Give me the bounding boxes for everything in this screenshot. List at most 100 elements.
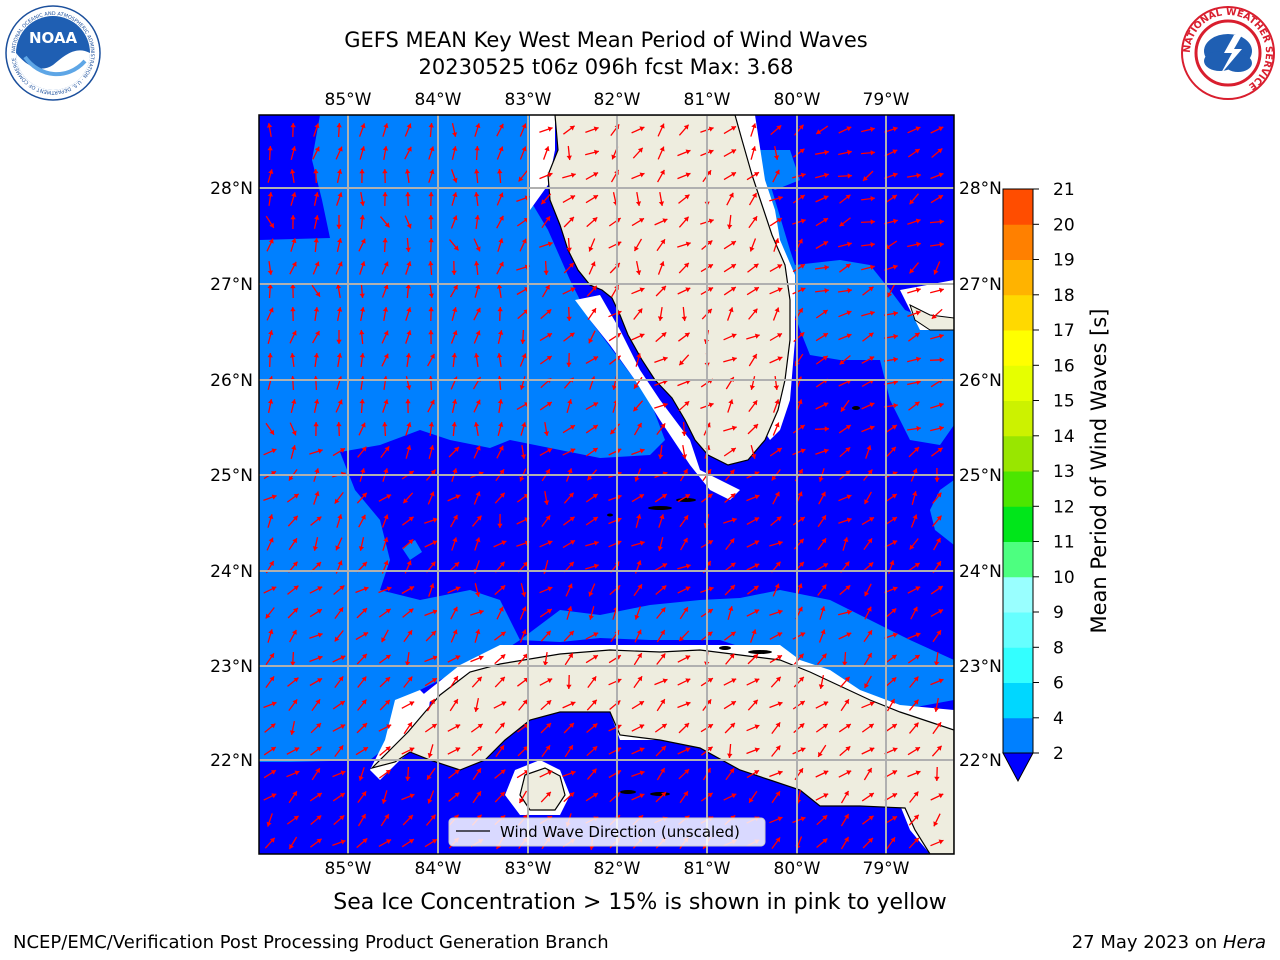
wind-arrow-head: [267, 270, 273, 275]
wind-arrow-head: [337, 261, 343, 267]
wind-arrow-head: [893, 403, 898, 409]
wind-arrow-head: [892, 172, 898, 178]
wind-arrow-head: [452, 399, 458, 404]
wind-arrow-head: [592, 494, 598, 499]
wind-arrow-head: [499, 561, 505, 567]
wind-arrow-head: [360, 468, 366, 473]
wind-arrow-head: [429, 399, 435, 405]
wind-arrow-head: [754, 494, 760, 500]
graticule: [259, 115, 954, 854]
wind-arrow-head: [359, 307, 366, 312]
wind-arrow-head: [291, 399, 297, 404]
wind-arrow-head: [500, 585, 506, 591]
wind-arrow-head: [660, 169, 665, 175]
wind-arrow-head: [338, 676, 344, 682]
wind-arrow-head: [521, 238, 527, 244]
wind-arrow-head: [706, 469, 712, 475]
wind-arrow-head: [335, 545, 341, 551]
wind-arrow-head: [916, 379, 921, 385]
wind-arrow-head: [936, 745, 942, 751]
wave-period-2-4-region-gulf: [259, 115, 665, 762]
wind-arrow-head: [546, 356, 552, 361]
wind-arrow-head: [547, 172, 553, 178]
wind-arrow-head: [405, 661, 411, 666]
wind-arrow-head: [754, 333, 760, 339]
wind-arrow-head: [816, 129, 822, 134]
wind-arrow-head: [498, 238, 504, 244]
wind-arrow-head: [892, 816, 897, 821]
wind-arrow-head: [383, 514, 389, 520]
colorbar-tick-label: 11: [1053, 533, 1075, 553]
wind-arrow-head: [823, 218, 828, 223]
wind-arrow-head: [383, 468, 389, 474]
wind-arrow-head: [317, 448, 323, 454]
wind-arrow-head: [409, 701, 415, 707]
wind-arrow-head: [499, 492, 505, 498]
wind-arrow-head: [753, 263, 759, 269]
wind-arrow-head: [864, 499, 869, 505]
wind-arrow-head: [915, 310, 921, 316]
wind-arrow-head: [520, 339, 526, 344]
lat-label: 25°N: [210, 466, 253, 486]
wind-arrow-head: [386, 724, 392, 730]
wind-arrow-head: [317, 678, 323, 683]
no-data-florida-west: [530, 115, 555, 210]
wind-arrow-head: [684, 401, 690, 407]
wind-arrow-head: [269, 429, 274, 435]
wind-arrow-head: [271, 494, 277, 500]
wind-arrow-head: [567, 606, 573, 612]
wind-arrow-head: [570, 195, 576, 200]
wind-arrow-head: [316, 516, 322, 522]
wind-arrow-head: [519, 385, 525, 390]
wind-arrow-head: [407, 722, 412, 728]
wind-arrow-head: [292, 538, 297, 544]
wind-arrow-head: [588, 338, 594, 344]
wind-arrow-head: [685, 655, 691, 661]
wind-arrow-head: [798, 768, 803, 774]
wind-arrow-head: [431, 678, 437, 683]
wind-arrow-head: [867, 469, 873, 475]
wind-arrow-head: [661, 723, 667, 729]
wind-arrow-head: [683, 216, 689, 222]
wind-arrow-head: [798, 469, 803, 474]
wind-arrow-head: [777, 264, 783, 269]
lat-label: 24°N: [959, 562, 1002, 582]
wind-arrow-head: [685, 241, 691, 247]
wind-arrow-head: [385, 700, 390, 705]
wind-arrow-head: [820, 491, 826, 497]
wind-arrow-head: [774, 422, 780, 428]
wind-arrow-head: [316, 609, 322, 614]
wind-arrow-head: [610, 429, 616, 435]
wind-arrow-head: [382, 192, 388, 197]
wind-arrow-head: [499, 722, 505, 728]
wind-arrow-head: [499, 215, 504, 221]
wind-arrow-head: [823, 195, 829, 201]
wind-arrow-head: [593, 563, 599, 569]
wind-arrow-head: [405, 776, 411, 781]
wind-arrow-head: [754, 172, 759, 177]
wind-arrow-head: [269, 561, 274, 566]
wind-arrow-head: [777, 701, 783, 707]
wind-arrow-head: [915, 632, 921, 638]
wind-arrow-head: [316, 723, 321, 728]
wind-arrow-head: [913, 699, 919, 705]
wind-arrow-head: [290, 353, 296, 358]
wind-arrow-head: [685, 563, 691, 569]
wind-arrow-head: [361, 791, 367, 797]
wind-arrow-head: [683, 607, 688, 613]
wind-arrow-head: [451, 270, 457, 275]
map-frame: [258, 114, 955, 855]
wind-arrow-head: [545, 469, 550, 475]
map-subtitle: 20230525 t06z 096h fcst Max: 3.68: [418, 55, 794, 79]
wind-arrow-head: [684, 332, 690, 338]
lat-label: 22°N: [210, 751, 253, 771]
wind-arrow-head: [358, 775, 364, 781]
sea-ice-note: Sea Ice Concentration > 15% is shown in …: [333, 890, 947, 915]
wind-arrow-head: [383, 330, 389, 336]
wind-arrow-head: [593, 126, 599, 132]
wind-arrow-head: [634, 246, 639, 252]
wind-arrow-head: [869, 517, 874, 522]
wind-arrow-head: [938, 195, 943, 200]
wind-arrow-head: [313, 422, 319, 427]
wind-arrow-head: [292, 791, 297, 797]
